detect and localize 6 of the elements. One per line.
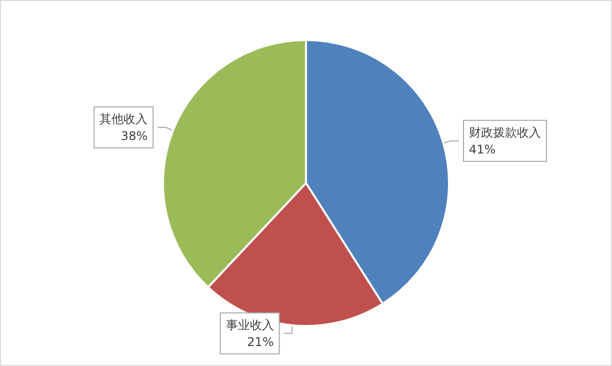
slice-label: 财政拨款收入 (469, 125, 542, 140)
data-label: 41% (469, 142, 496, 156)
data-label: 38% (120, 128, 148, 143)
slice-label: 其他收入 (100, 112, 148, 126)
slice-label: 事业收入 (226, 318, 274, 332)
data-label: 21% (247, 334, 274, 349)
